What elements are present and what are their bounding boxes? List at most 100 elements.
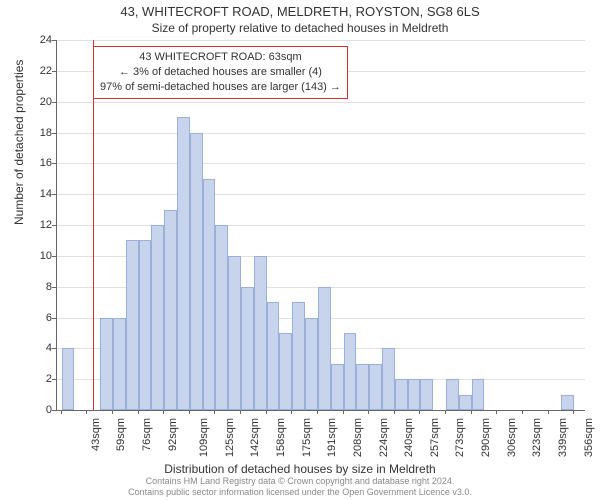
x-tick-mark [163, 410, 164, 414]
y-axis-label: Number of detached properties [12, 60, 26, 225]
x-tick-label: 208sqm [352, 418, 364, 457]
y-tick-mark [52, 71, 56, 72]
x-tick-label: 158sqm [275, 418, 287, 457]
annotation-line-3: 97% of semi-detached houses are larger (… [100, 80, 341, 95]
y-tick-mark [52, 102, 56, 103]
x-tick-label: 76sqm [141, 418, 153, 451]
chart-title: 43, WHITECROFT ROAD, MELDRETH, ROYSTON, … [0, 0, 600, 19]
histogram-bar [369, 364, 382, 410]
histogram-bar [62, 348, 75, 410]
y-tick-label: 6 [24, 312, 52, 324]
y-tick-mark [52, 348, 56, 349]
footer-line-1: Contains HM Land Registry data © Crown c… [0, 476, 600, 487]
x-tick-label: 125sqm [224, 418, 236, 457]
x-tick-mark [86, 410, 87, 414]
y-tick-label: 24 [24, 34, 52, 46]
histogram-bar [228, 256, 241, 410]
histogram-bar [420, 379, 433, 410]
grid-line [57, 225, 585, 226]
x-tick-mark [214, 410, 215, 414]
histogram-bar [267, 302, 280, 410]
y-tick-label: 4 [24, 342, 52, 354]
histogram-bar [344, 333, 357, 410]
histogram-bar [177, 117, 190, 410]
y-tick-mark [52, 133, 56, 134]
y-tick-mark [52, 40, 56, 41]
y-tick-mark [52, 163, 56, 164]
histogram-bar [292, 302, 305, 410]
x-tick-label: 43sqm [90, 418, 102, 451]
histogram-bar [164, 210, 177, 410]
x-tick-mark [496, 410, 497, 414]
x-tick-mark [240, 410, 241, 414]
x-tick-label: 306sqm [506, 418, 518, 457]
footer-note: Contains HM Land Registry data © Crown c… [0, 476, 600, 498]
y-tick-label: 0 [24, 404, 52, 416]
y-tick-label: 8 [24, 281, 52, 293]
x-tick-label: 224sqm [378, 418, 390, 457]
annotation-box: 43 WHITECROFT ROAD: 63sqm ← 3% of detach… [93, 46, 348, 99]
histogram-bar [241, 287, 254, 410]
histogram-bar [139, 240, 152, 410]
histogram-bar [408, 379, 421, 410]
x-tick-mark [266, 410, 267, 414]
x-tick-mark [61, 410, 62, 414]
x-tick-label: 323sqm [531, 418, 543, 457]
plot-area: 43 WHITECROFT ROAD: 63sqm ← 3% of detach… [56, 40, 585, 411]
x-tick-label: 191sqm [326, 418, 338, 457]
histogram-bar [279, 333, 292, 410]
histogram-bar [305, 318, 318, 411]
x-tick-mark [573, 410, 574, 414]
x-tick-mark [368, 410, 369, 414]
histogram-bar [561, 395, 574, 410]
y-tick-mark [52, 194, 56, 195]
histogram-bar [331, 364, 344, 410]
grid-line [57, 163, 585, 164]
x-tick-mark [317, 410, 318, 414]
y-tick-label: 18 [24, 127, 52, 139]
footer-line-2: Contains public sector information licen… [0, 487, 600, 498]
y-tick-mark [52, 318, 56, 319]
x-tick-label: 257sqm [429, 418, 441, 457]
x-tick-label: 240sqm [403, 418, 415, 457]
x-tick-label: 142sqm [250, 418, 262, 457]
x-tick-mark [189, 410, 190, 414]
grid-line [57, 133, 585, 134]
x-tick-label: 290sqm [480, 418, 492, 457]
x-tick-mark [445, 410, 446, 414]
histogram-bar [203, 179, 216, 410]
x-tick-label: 109sqm [198, 418, 210, 457]
x-tick-mark [343, 410, 344, 414]
x-tick-mark [291, 410, 292, 414]
x-tick-mark [548, 410, 549, 414]
x-axis-label: Distribution of detached houses by size … [0, 462, 600, 476]
histogram-bar [100, 318, 113, 411]
histogram-bar [151, 225, 164, 410]
histogram-bar [382, 348, 395, 410]
y-tick-label: 16 [24, 157, 52, 169]
y-tick-mark [52, 410, 56, 411]
x-tick-mark [471, 410, 472, 414]
histogram-bar [356, 364, 369, 410]
histogram-bar [459, 395, 472, 410]
x-tick-label: 339sqm [557, 418, 569, 457]
x-tick-label: 273sqm [455, 418, 467, 457]
x-tick-mark [112, 410, 113, 414]
histogram-bar [126, 240, 139, 410]
y-tick-mark [52, 225, 56, 226]
histogram-bar [190, 133, 203, 411]
y-tick-mark [52, 256, 56, 257]
annotation-line-2: ← 3% of detached houses are smaller (4) [100, 65, 341, 80]
histogram-bar [215, 225, 228, 410]
histogram-bar [472, 379, 485, 410]
x-tick-label: 59sqm [115, 418, 127, 451]
x-tick-label: 356sqm [583, 418, 595, 457]
x-tick-mark [394, 410, 395, 414]
x-tick-mark [419, 410, 420, 414]
annotation-line-1: 43 WHITECROFT ROAD: 63sqm [100, 50, 341, 65]
y-tick-label: 14 [24, 188, 52, 200]
y-tick-label: 20 [24, 96, 52, 108]
y-tick-label: 2 [24, 373, 52, 385]
chart-subtitle: Size of property relative to detached ho… [0, 19, 600, 35]
grid-line [57, 194, 585, 195]
